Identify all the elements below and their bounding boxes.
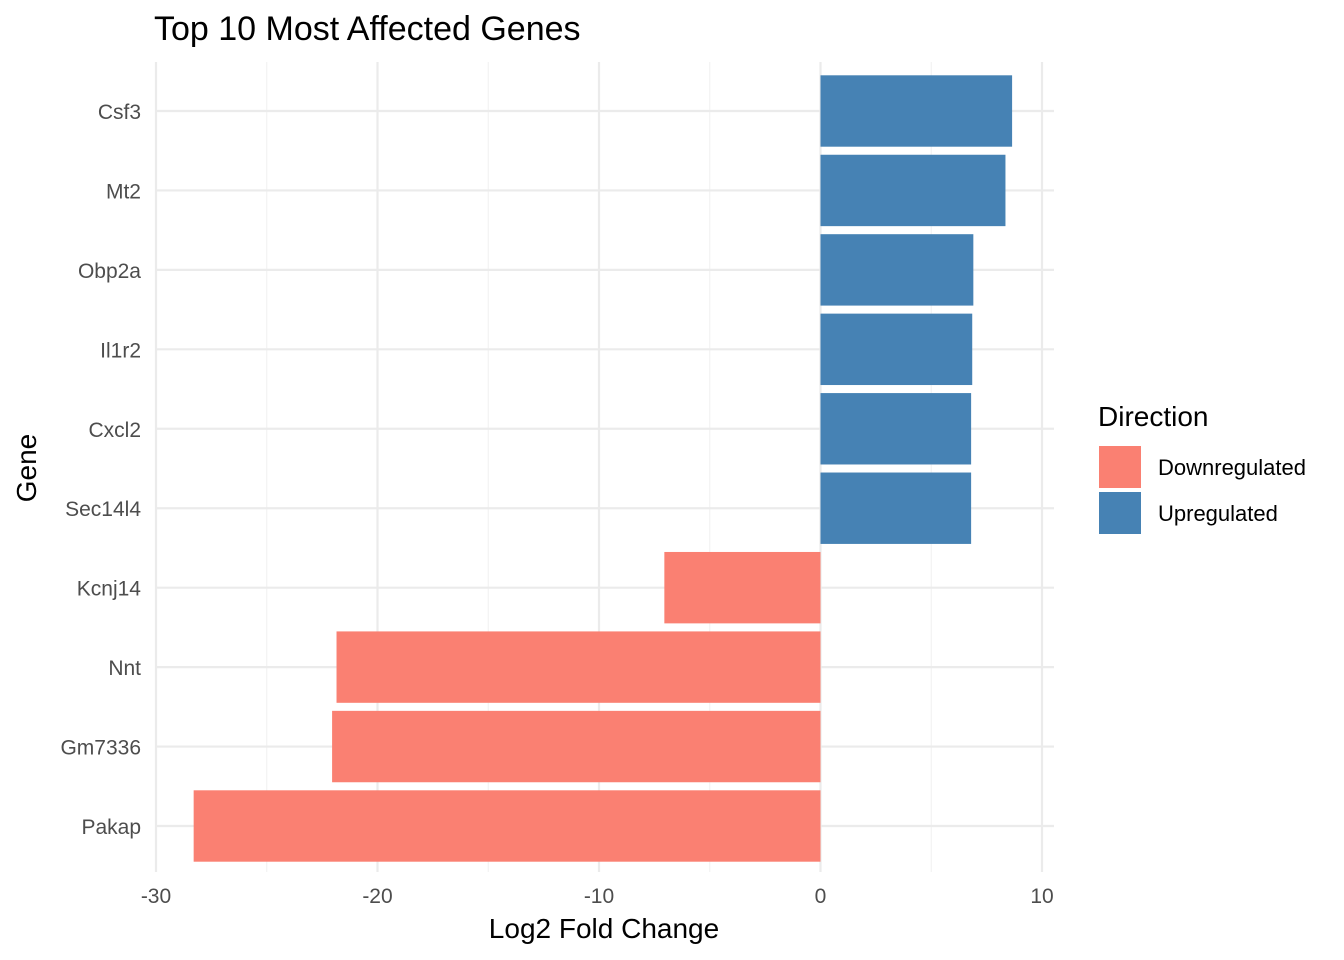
x-tick-label: -30 — [141, 885, 171, 908]
y-tick-label: Obp2a — [78, 260, 141, 283]
x-axis-ticks: -30 -20 -10 0 10 — [141, 885, 1054, 908]
y-tick-label: Kcnj14 — [77, 578, 142, 601]
legend-label-downregulated: Downregulated — [1158, 455, 1306, 480]
bar-obp2a — [820, 234, 974, 306]
y-tick-label: Mt2 — [106, 180, 141, 203]
bar-mt2 — [820, 154, 1006, 227]
x-tick-label: -20 — [362, 885, 392, 908]
legend-label-upregulated: Upregulated — [1158, 501, 1278, 526]
y-tick-label: Gm7336 — [60, 737, 141, 760]
bar-gm7336 — [332, 710, 821, 783]
y-tick-label: Sec14l4 — [65, 498, 141, 521]
legend: Direction Downregulated Upregulated — [1098, 401, 1306, 534]
bar-kcnj14 — [664, 551, 821, 624]
bar-nnt — [336, 631, 821, 703]
y-tick-label: Il1r2 — [100, 339, 141, 362]
legend-swatch-downregulated — [1099, 446, 1141, 488]
x-tick-label: 10 — [1030, 885, 1053, 908]
bar-pakap — [193, 790, 821, 862]
x-tick-label: -10 — [584, 885, 614, 908]
bar-sec14l4 — [820, 472, 972, 544]
chart-title: Top 10 Most Affected Genes — [154, 10, 581, 48]
y-axis-ticks: Csf3 Mt2 Obp2a Il1r2 Cxcl2 Sec14l4 Kcnj14 Nnt Gm… — [60, 101, 141, 839]
y-tick-label: Csf3 — [98, 101, 141, 124]
y-tick-label: Nnt — [108, 657, 141, 680]
bars — [193, 75, 1013, 862]
x-axis-title: Log2 Fold Change — [489, 913, 719, 944]
y-tick-label: Pakap — [81, 816, 141, 839]
y-axis-title: Gene — [11, 434, 42, 503]
legend-swatch-upregulated — [1099, 492, 1141, 534]
bar-csf3 — [820, 75, 1013, 147]
legend-title: Direction — [1098, 401, 1208, 432]
bar-il1r2 — [820, 313, 973, 386]
x-tick-label: 0 — [815, 885, 827, 908]
y-tick-label: Cxcl2 — [88, 419, 141, 442]
bar-cxcl2 — [820, 393, 972, 465]
